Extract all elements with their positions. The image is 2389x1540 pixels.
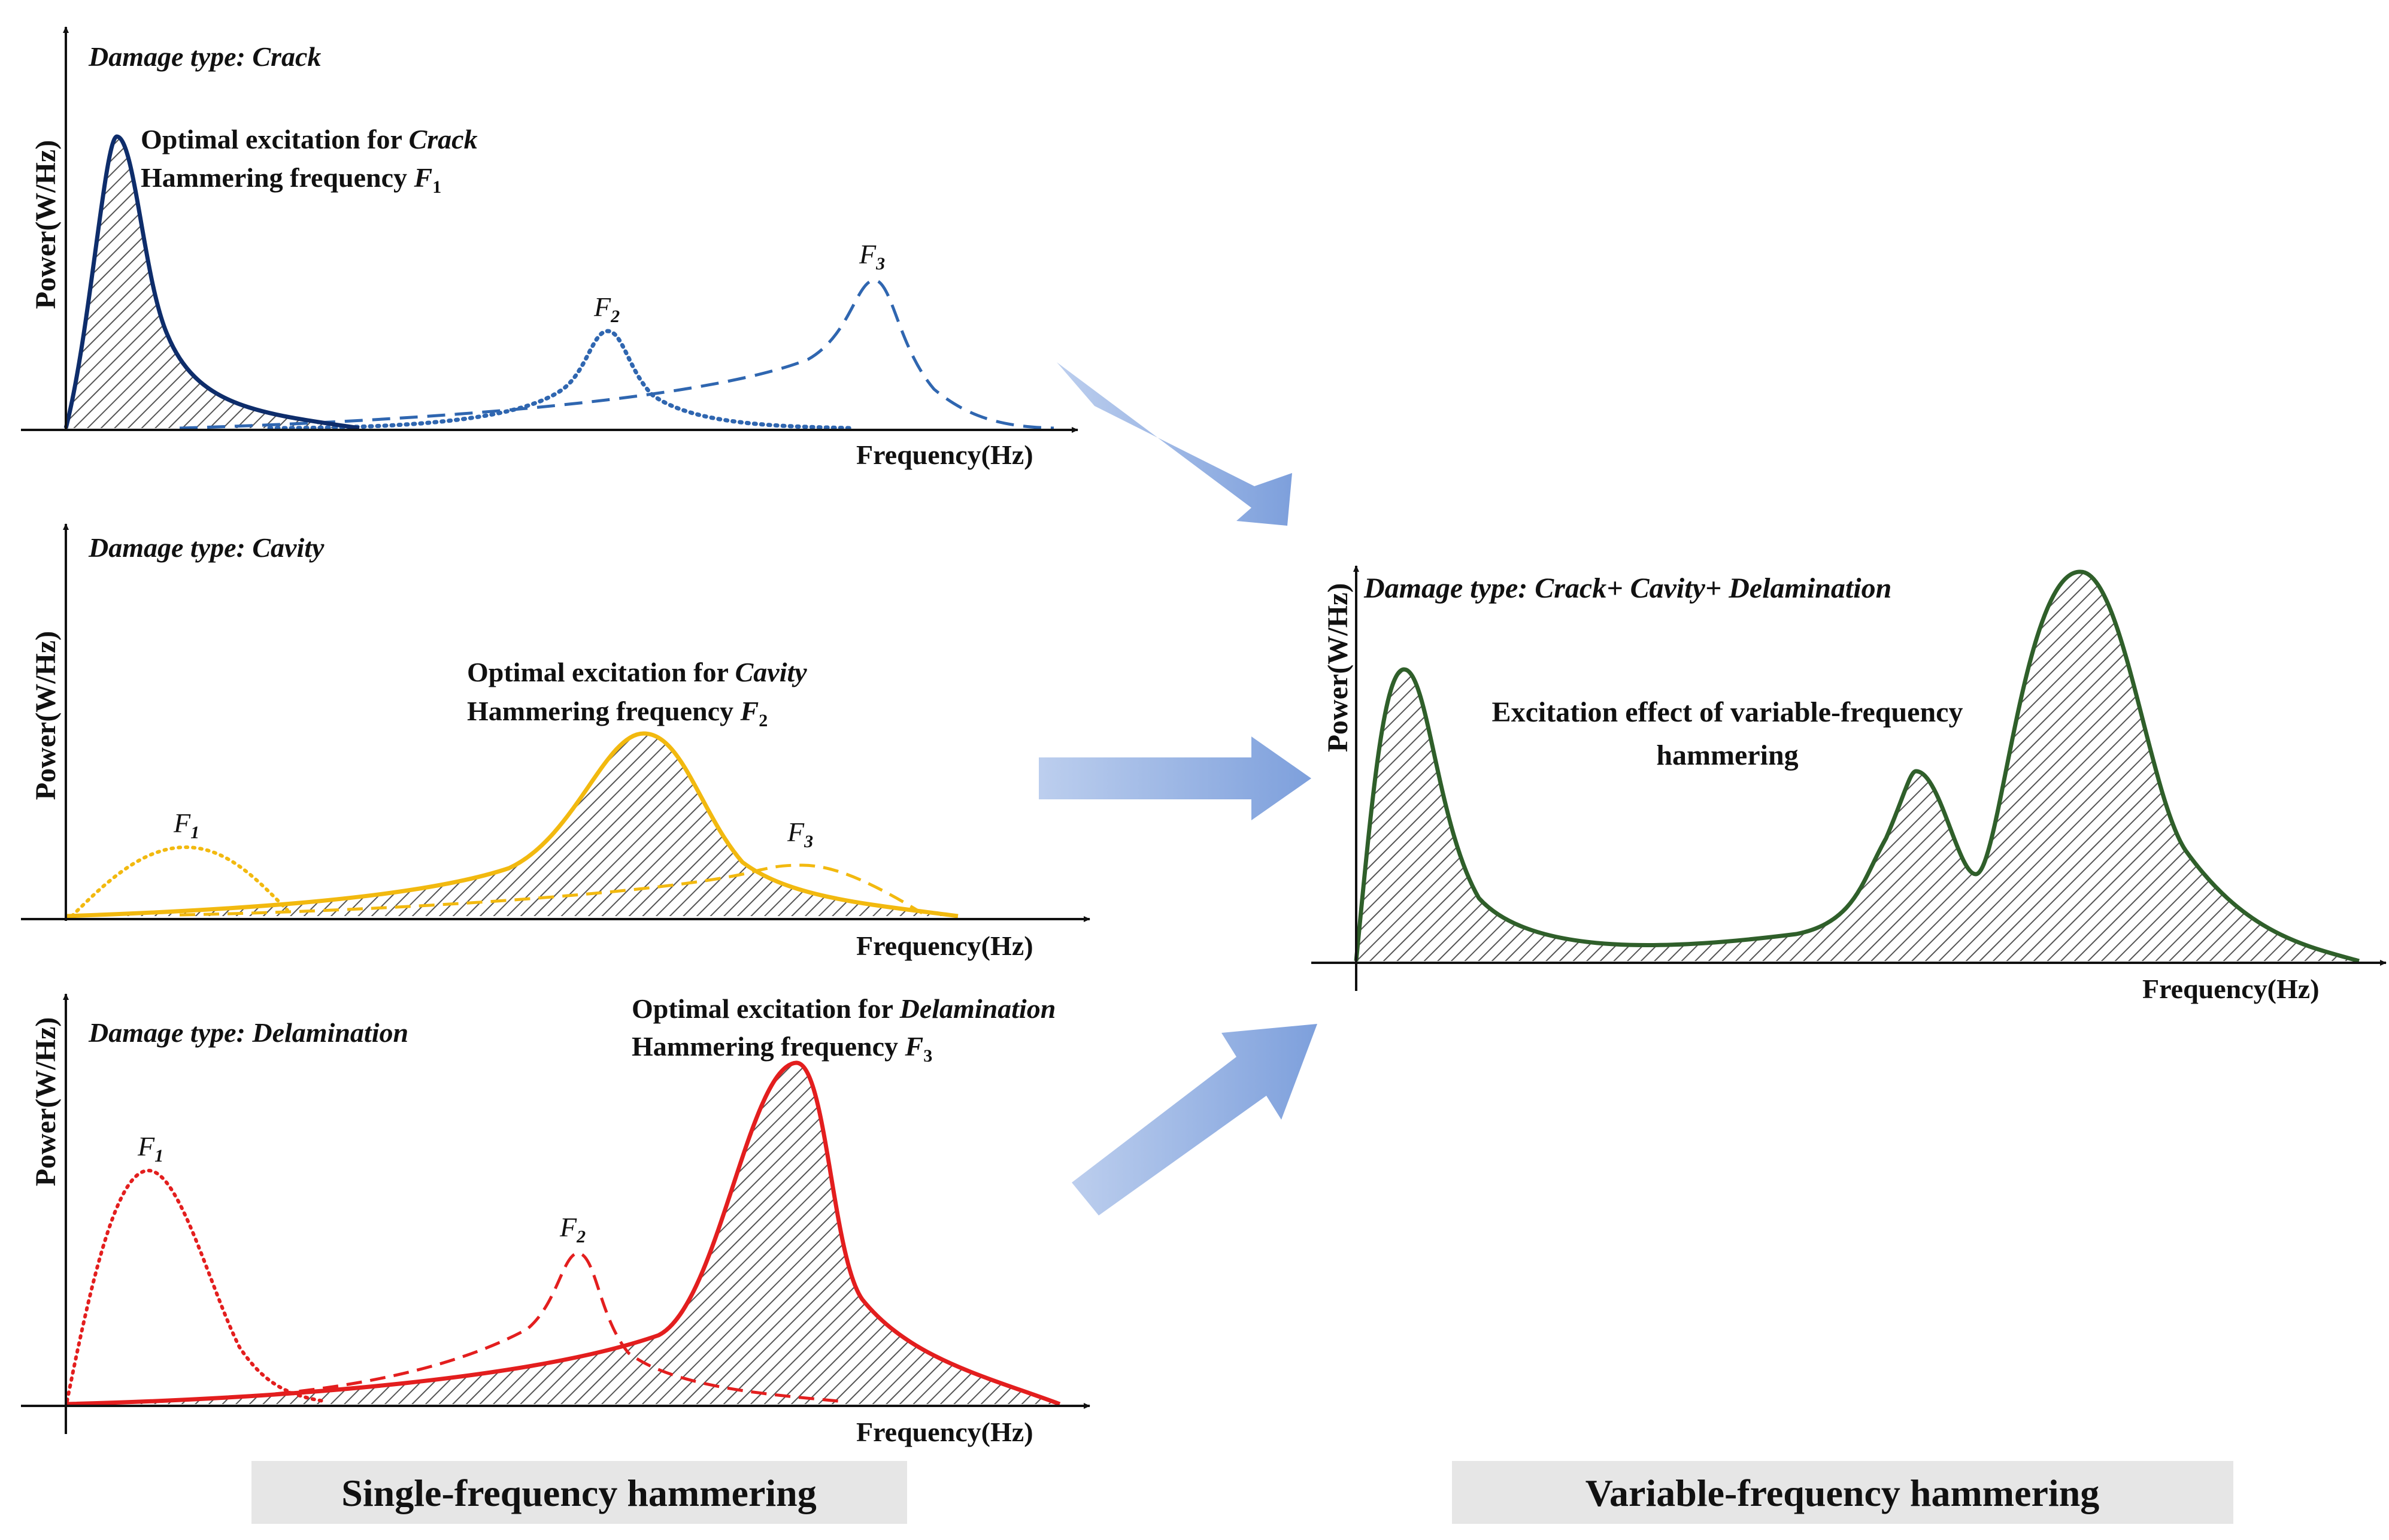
flow-arrows [1039,362,1317,1215]
arrow-from-crack [1057,362,1292,526]
cavity-xlabel: Frequency(Hz) [856,930,1033,961]
delam-optimal-label: Optimal excitation for Delamination [632,993,1056,1024]
caption-right: Variable-frequency hammering [1452,1461,2233,1524]
cavity-ylabel: Power(W/Hz) [30,631,62,801]
delam-peak-f1-label: F1 [137,1131,163,1166]
combined-xlabel: Frequency(Hz) [2142,974,2320,1004]
cavity-peak-f3-label: F3 [787,817,813,851]
caption-left-text: Single-frequency hammering [341,1472,816,1514]
delam-main-curve [65,1060,1061,1406]
arrow-from-delamination [1072,1024,1317,1215]
crack-peak-f2-label: F2 [593,292,620,326]
crack-peak-f3-label: F3 [859,239,885,274]
caption-right-bg [1452,1461,2233,1524]
combined-curve [1354,569,2360,963]
delam-f1-curve [65,1168,325,1403]
cavity-peak-f1-label: F1 [173,808,199,842]
crack-main-curve [63,134,360,431]
cavity-optimal-label: Optimal excitation for Cavity [467,657,807,687]
panel-delamination: Power(W/Hz) Frequency(Hz) Damage type: D… [21,993,1090,1447]
caption-right-text: Variable-frequency hammering [1585,1472,2100,1514]
delam-ylabel: Power(W/Hz) [30,1017,62,1187]
crack-title: Damage type: Crack [88,41,321,72]
delam-hammering-label: Hammering frequency F3 [632,1031,932,1066]
delam-peak-f2-label: F2 [559,1212,586,1247]
panel-combined: Power(W/Hz) Frequency(Hz) Damage type: C… [1311,565,2387,1004]
panel-crack: Power(W/Hz) Frequency(Hz) Damage type: C… [21,26,1078,470]
crack-f3-curve [179,278,1054,430]
combined-fill [1356,571,2359,961]
arrow-from-cavity [1039,736,1311,820]
cavity-f3-curve [179,863,923,917]
crack-ylabel: Power(W/Hz) [30,140,62,310]
combined-effect-line2: hammering [1656,739,1798,771]
delam-main-fill [66,1063,1060,1404]
cavity-f1-curve [70,845,289,918]
combined-ylabel: Power(W/Hz) [1322,583,1354,753]
crack-xlabel: Frequency(Hz) [856,439,1033,470]
cavity-hammering-label: Hammering frequency F2 [467,696,768,730]
crack-main-fill [66,137,359,428]
cavity-main-curve [65,731,959,918]
caption-left-bg [251,1461,907,1524]
delam-xlabel: Frequency(Hz) [856,1417,1033,1447]
combined-title: Damage type: Crack+ Cavity+ Delamination [1363,572,1891,604]
cavity-title: Damage type: Cavity [88,532,325,563]
caption-left: Single-frequency hammering [251,1461,907,1524]
panel-cavity: Power(W/Hz) Frequency(Hz) Damage type: C… [21,523,1090,961]
cavity-main-fill [66,733,958,916]
delam-f2-curve [179,1251,839,1403]
combined-effect-line1: Excitation effect of variable-frequency [1492,696,1963,728]
crack-f2-curve [267,329,853,431]
delam-title: Damage type: Delamination [88,1017,408,1048]
crack-hammering-label: Hammering frequency F1 [141,162,441,197]
crack-optimal-label: Optimal excitation for Crack [141,124,478,154]
